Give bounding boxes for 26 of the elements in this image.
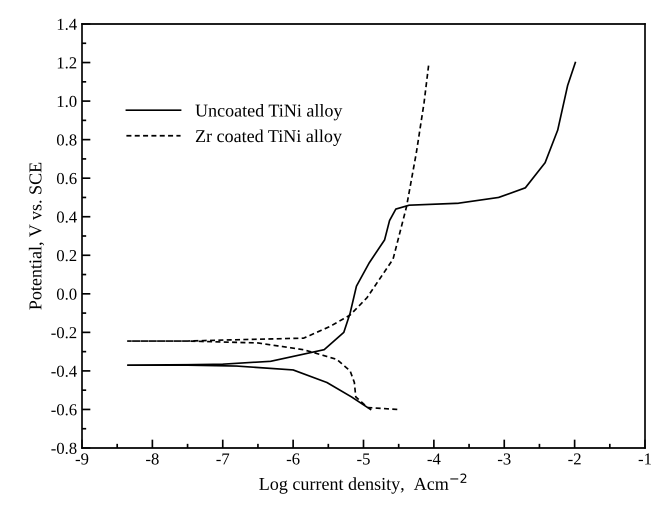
- y-tick-label: 1.0: [58, 96, 77, 108]
- y-tick-label: 0.0: [56, 288, 77, 300]
- x-tick-label: -5: [357, 454, 370, 465]
- x-tick-label: -2: [568, 453, 581, 464]
- legend-label: Uncoated TiNi alloy: [195, 104, 342, 120]
- x-axis-title: Log current density, Acm$^{−2}$: [259, 474, 466, 494]
- x-tick-label: -6: [286, 453, 300, 465]
- x-tick-label: -4: [428, 453, 441, 464]
- x-tick-label: -7: [216, 454, 230, 464]
- x-tick-label: -3: [498, 453, 511, 465]
- x-tick-label: -9: [76, 453, 88, 465]
- y-tick-label: 1.2: [58, 57, 76, 69]
- y-tick-label: -0.2: [51, 327, 76, 338]
- y-tick-label: -0.4: [51, 366, 77, 377]
- y-axis-title: Potential, V vs. SCE: [28, 162, 44, 310]
- y-tick-label: 1.4: [58, 18, 77, 30]
- y-tick-label: 0.6: [56, 172, 77, 184]
- line-series: [126, 62, 576, 410]
- x-tick-label: -1: [638, 453, 651, 464]
- y-tick-label: 0.2: [56, 250, 76, 262]
- y-tick-label: 0.4: [56, 211, 77, 223]
- legend-label: Zr coated TiNi alloy: [196, 130, 342, 146]
- y-tick-label: -0.8: [51, 442, 77, 454]
- y-tick-label: 0.8: [56, 134, 77, 146]
- y-tick-label: -0.6: [51, 404, 77, 416]
- x-tick-label: -8: [146, 453, 159, 465]
